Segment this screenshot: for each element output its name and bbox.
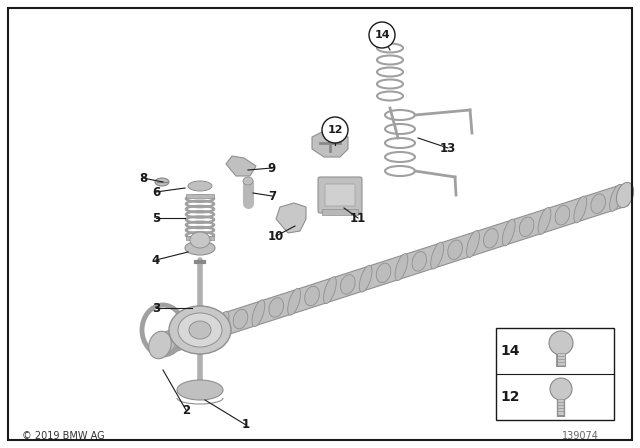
Ellipse shape [538, 207, 551, 234]
Ellipse shape [484, 228, 498, 248]
Text: 12: 12 [500, 390, 520, 404]
Text: 6: 6 [152, 185, 160, 198]
Text: 139074: 139074 [561, 431, 598, 441]
Text: 2: 2 [182, 404, 190, 417]
Ellipse shape [185, 241, 215, 255]
Text: 13: 13 [440, 142, 456, 155]
Ellipse shape [448, 240, 463, 259]
Text: 12: 12 [327, 125, 343, 135]
Text: 10: 10 [268, 229, 284, 242]
Ellipse shape [591, 194, 605, 213]
Ellipse shape [519, 217, 534, 237]
Ellipse shape [288, 289, 301, 315]
Ellipse shape [305, 286, 319, 306]
Text: 5: 5 [152, 211, 160, 224]
Bar [186, 194, 214, 198]
Bar [186, 236, 214, 240]
Ellipse shape [323, 277, 336, 304]
Ellipse shape [340, 275, 355, 294]
Text: 4: 4 [152, 254, 160, 267]
Ellipse shape [169, 306, 231, 354]
Bar [496, 328, 614, 420]
Ellipse shape [431, 242, 444, 269]
Text: 7: 7 [268, 190, 276, 202]
Text: 14: 14 [500, 344, 520, 358]
Ellipse shape [177, 380, 223, 400]
Text: 11: 11 [350, 211, 366, 224]
Circle shape [322, 117, 348, 143]
Ellipse shape [243, 177, 253, 185]
Ellipse shape [359, 265, 372, 292]
Ellipse shape [269, 298, 284, 317]
Ellipse shape [502, 219, 515, 246]
Polygon shape [226, 156, 256, 176]
Ellipse shape [412, 252, 427, 271]
Ellipse shape [216, 311, 229, 338]
Text: 3: 3 [152, 302, 160, 314]
Ellipse shape [162, 332, 176, 352]
Text: 8: 8 [139, 172, 147, 185]
Text: © 2019 BMW AG: © 2019 BMW AG [22, 431, 104, 441]
Ellipse shape [467, 231, 479, 258]
Ellipse shape [395, 254, 408, 280]
Text: 9: 9 [268, 161, 276, 175]
Polygon shape [312, 131, 348, 157]
Ellipse shape [189, 321, 211, 339]
Ellipse shape [574, 196, 587, 223]
Ellipse shape [180, 323, 193, 350]
FancyBboxPatch shape [325, 184, 355, 206]
Ellipse shape [148, 331, 172, 359]
Ellipse shape [188, 181, 212, 191]
Ellipse shape [155, 178, 169, 186]
FancyBboxPatch shape [318, 177, 362, 213]
Circle shape [550, 378, 572, 400]
Ellipse shape [610, 185, 623, 211]
Polygon shape [157, 185, 628, 355]
Ellipse shape [178, 313, 222, 347]
Text: 1: 1 [242, 418, 250, 431]
Ellipse shape [555, 206, 570, 225]
Ellipse shape [376, 263, 391, 283]
Text: 14: 14 [374, 30, 390, 40]
Polygon shape [276, 203, 306, 233]
Bar [322, 209, 358, 215]
Ellipse shape [616, 182, 634, 207]
Ellipse shape [233, 309, 248, 329]
Circle shape [369, 22, 395, 48]
Circle shape [549, 331, 573, 355]
Ellipse shape [197, 321, 212, 340]
Ellipse shape [190, 232, 210, 248]
Ellipse shape [252, 300, 265, 327]
